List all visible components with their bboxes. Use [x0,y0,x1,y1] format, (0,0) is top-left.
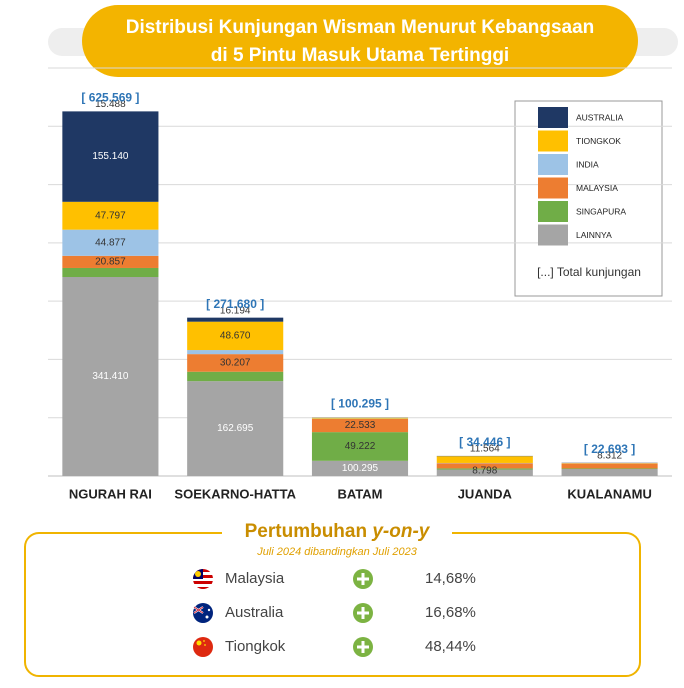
x-tick-label: BATAM [337,486,382,501]
bar-segment [562,468,658,469]
value-label: 30.207 [220,358,251,369]
legend-label: TIONGKOK [576,136,621,146]
panel-subtitle: Juli 2024 dibandingkan Juli 2023 [256,546,418,558]
total-label: [ 34.446 ] [459,435,510,449]
country: Malaysia [225,570,285,587]
bar-segment [187,372,283,381]
legend-label: LAINNYA [576,230,612,240]
bar-segment [62,268,158,277]
legend-label: MALAYSIA [576,183,618,193]
legend-swatch [538,225,568,246]
legend-swatch [538,131,568,152]
legend-label: SINGAPURA [576,206,626,216]
bar-segment [562,464,658,469]
value-label: 20.857 [95,257,126,268]
value-label: 22.533 [345,420,376,431]
value-label: 341.410 [92,371,129,382]
total-label: [ 22.693 ] [584,442,635,456]
growth-value: 48,44% [425,638,476,655]
legend-swatch [538,178,568,199]
legend-label: INDIA [576,159,599,169]
value-label: 49.222 [345,441,376,452]
legend-label: AUSTRALIA [576,112,624,122]
total-label: [ 100.295 ] [331,397,389,411]
panel-title-main: Pertumbuhan [245,521,367,542]
panel-title-italic: y-on-y [371,521,430,542]
country: Australia [225,604,284,621]
x-tick-label: SOEKARNO-HATTA [174,486,296,501]
total-label: [ 625.569 ] [81,91,139,105]
value-label: 8.798 [472,465,497,476]
title: Distribusi Kunjungan Wisman Menurut Keba… [126,17,595,38]
annotation: 100.295 [342,463,379,474]
value-label: 47.797 [95,210,126,221]
legend-swatch [538,201,568,222]
x-tick-label: JUANDA [458,486,513,501]
growth-value: 16,68% [425,604,476,621]
value-label: 155.140 [92,151,129,162]
total-label: [ 271.680 ] [206,297,264,311]
x-tick-label: KUALANAMU [567,486,652,501]
legend-swatch [538,154,568,175]
flag-china [193,637,213,657]
panel-title: Pertumbuhan y-on-y [245,521,431,542]
legend-note: [...] Total kunjungan [537,265,641,279]
value-label: 48.670 [220,331,251,342]
flag-australia [193,603,213,623]
bar-segment [187,350,283,354]
bar-segment [312,418,408,419]
value-label: 162.695 [217,423,254,434]
bar-segment [562,469,658,476]
growth-value: 14,68% [425,570,476,587]
flag-malaysia [193,569,213,590]
title: di 5 Pintu Masuk Utama Tertinggi [211,45,509,66]
value-label: 44.877 [95,237,126,248]
title-pill [82,5,638,77]
bar-segment [187,318,283,322]
country: Tiongkok [225,638,286,655]
legend-swatch [538,107,568,128]
x-tick-label: NGURAH RAI [69,486,152,501]
bar-segment [437,456,533,463]
